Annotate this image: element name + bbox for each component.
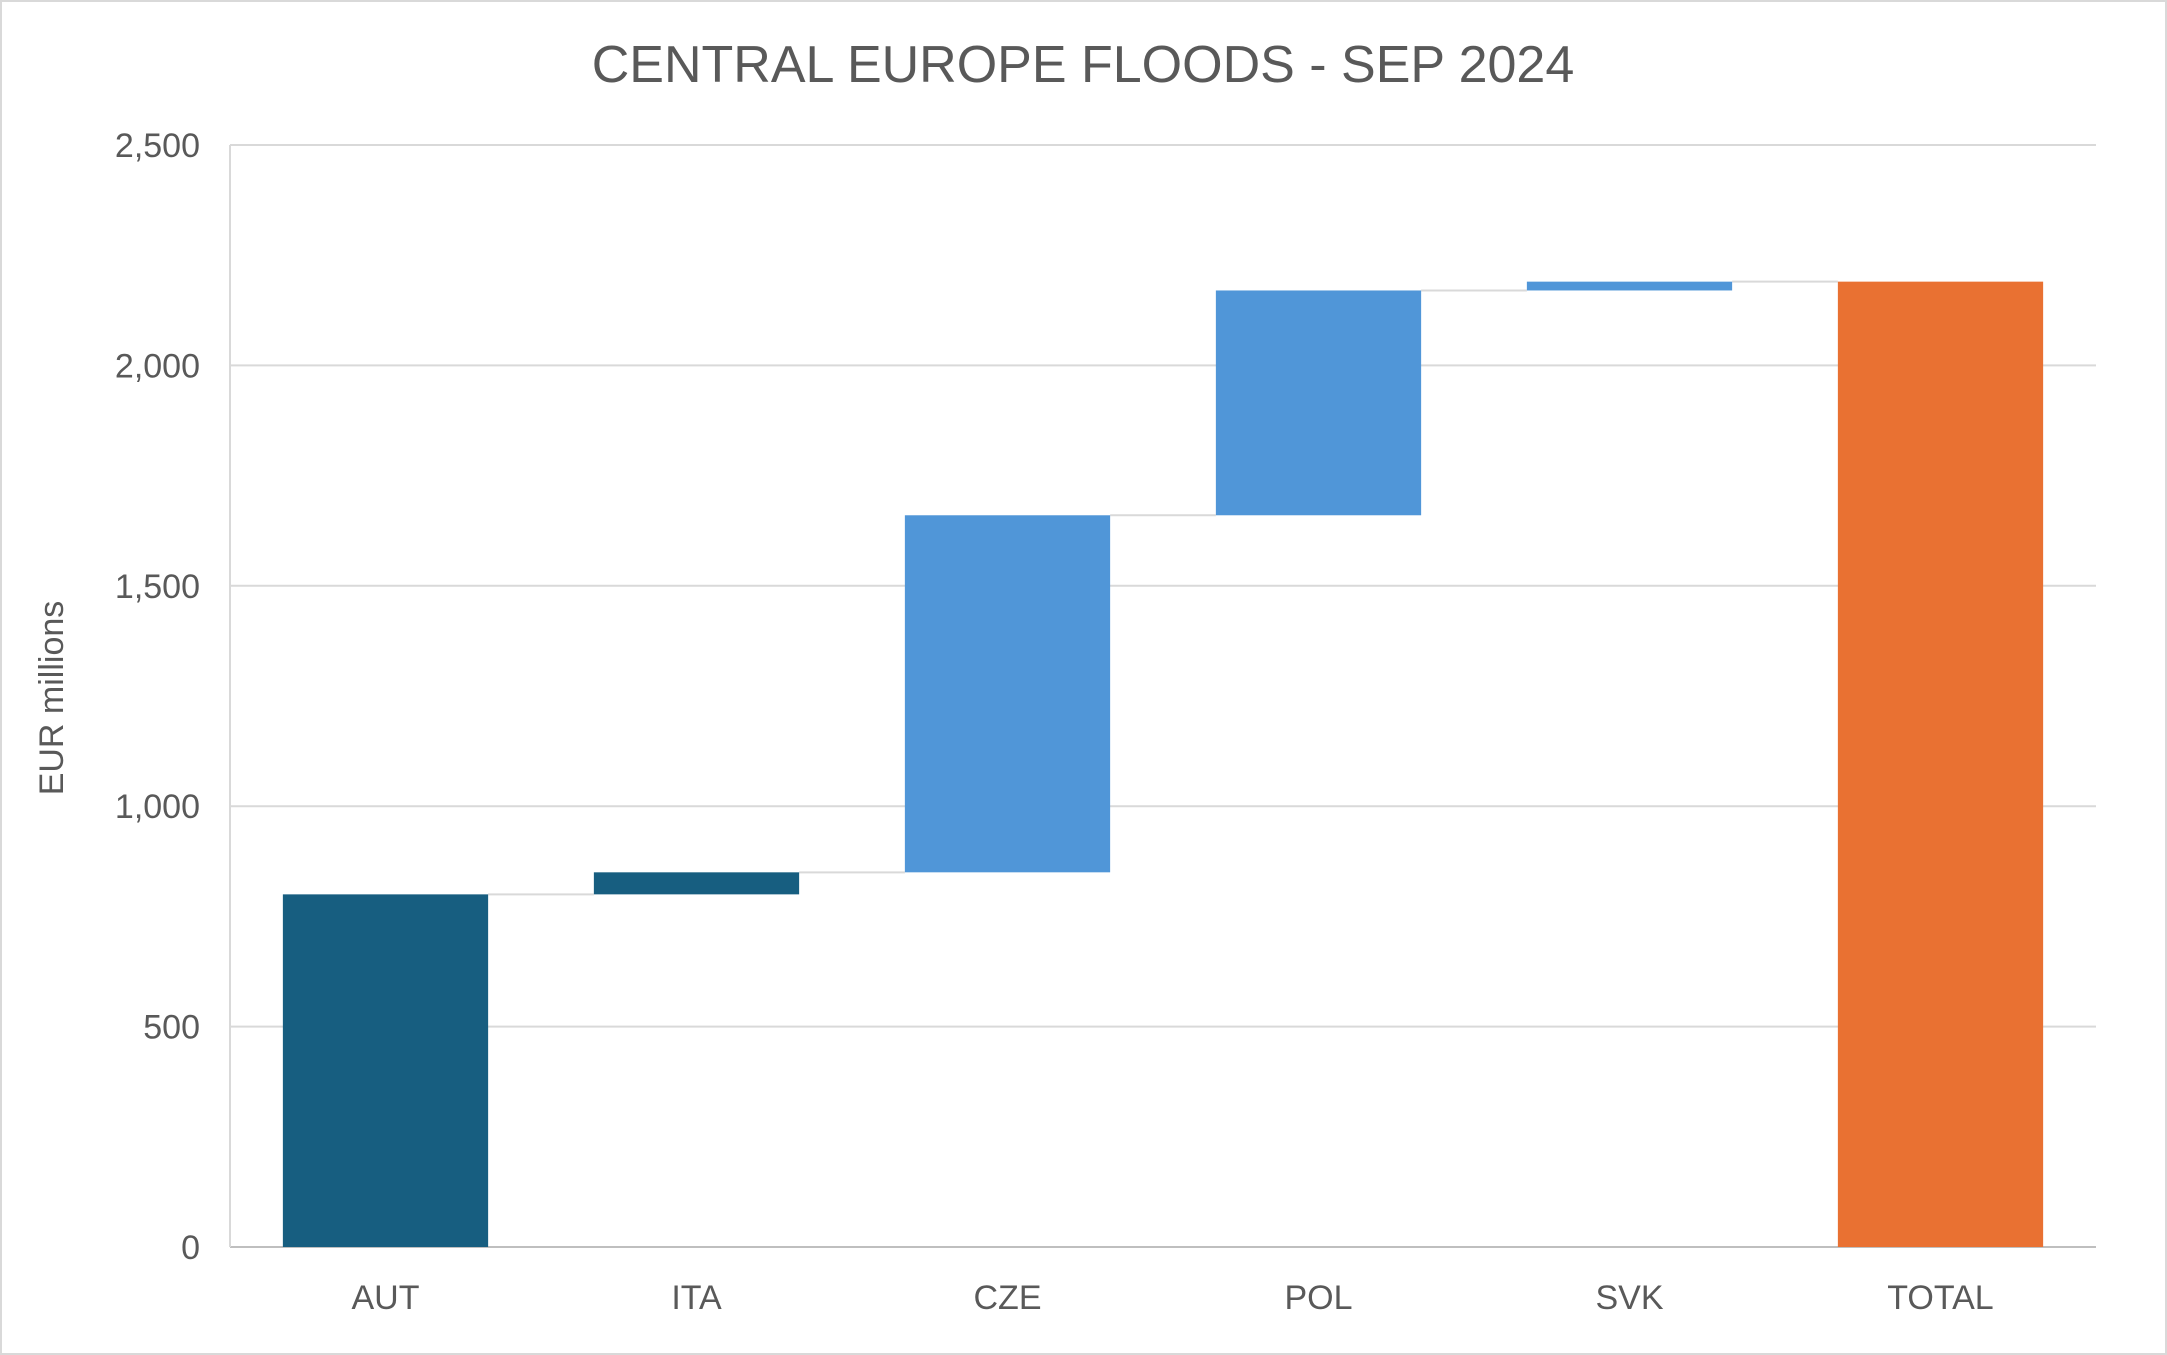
gridlines xyxy=(229,144,2096,1248)
y-tick-label: 2,000 xyxy=(115,347,200,385)
x-tick-label: AUT xyxy=(352,1279,420,1317)
x-tick-label: POL xyxy=(1284,1279,1352,1317)
x-tick-label: CZE xyxy=(974,1279,1042,1317)
y-tick-label: 0 xyxy=(181,1229,200,1267)
bars xyxy=(282,281,2044,1247)
bar-cze xyxy=(904,515,1111,873)
y-axis-label: EUR millions xyxy=(33,601,71,796)
bar-ita xyxy=(593,872,800,895)
x-tick-labels: AUT ITA CZE POL SVK TOTAL xyxy=(352,1279,1994,1317)
y-tick-labels: 0 500 1,000 1,500 2,000 2,500 xyxy=(115,127,200,1267)
bar-pol xyxy=(1215,290,1422,516)
connectors xyxy=(488,280,1838,896)
y-tick-label: 1,500 xyxy=(115,568,200,606)
x-tick-label: ITA xyxy=(671,1279,722,1317)
x-tick-label: TOTAL xyxy=(1887,1279,1993,1317)
x-tick-label: SVK xyxy=(1595,1279,1663,1317)
y-tick-label: 1,000 xyxy=(115,788,200,826)
bar-aut xyxy=(282,894,489,1247)
y-tick-label: 500 xyxy=(143,1009,200,1047)
bar-svk xyxy=(1526,281,1733,291)
y-tick-label: 2,500 xyxy=(115,127,200,165)
bar-total xyxy=(1837,281,2044,1247)
chart-title: CENTRAL EUROPE FLOODS - SEP 2024 xyxy=(592,36,1575,94)
